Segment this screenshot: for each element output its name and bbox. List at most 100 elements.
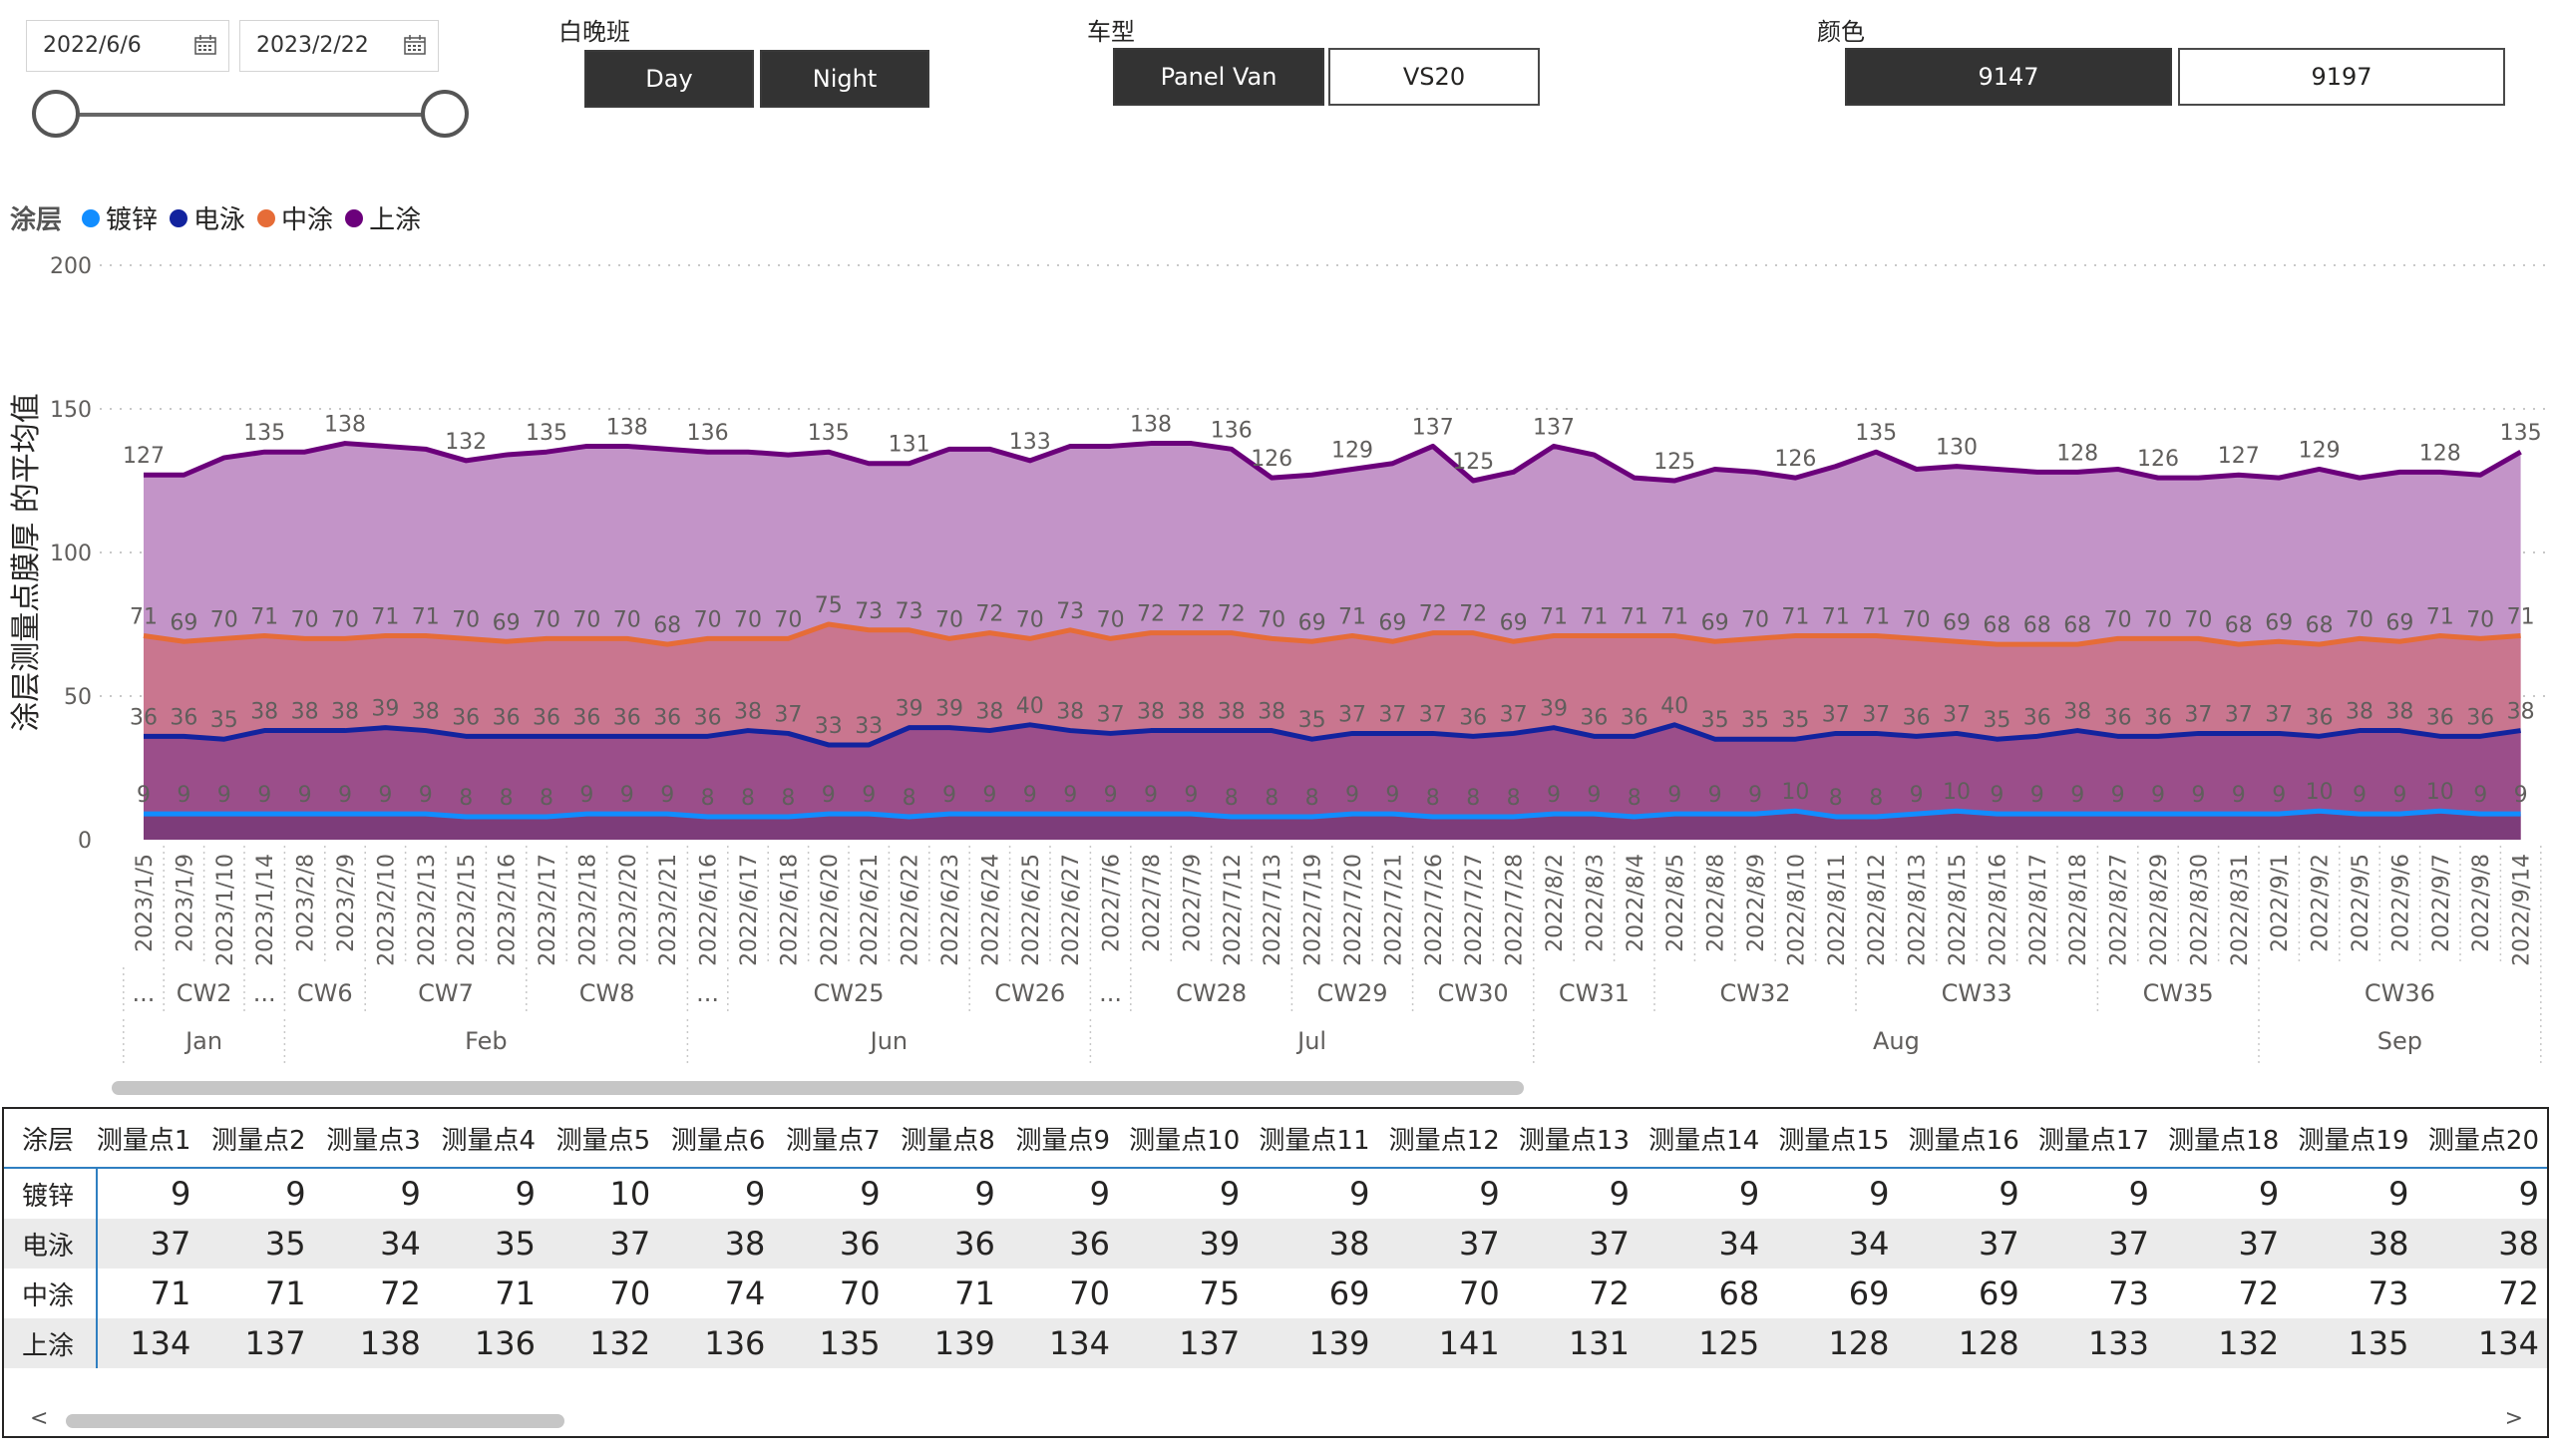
data-label: 133	[1009, 430, 1051, 455]
scroll-left-arrow[interactable]: <	[30, 1406, 49, 1431]
data-label: 70	[1903, 607, 1931, 632]
column-header[interactable]: 测量点7	[786, 1125, 881, 1156]
data-label: 8	[540, 786, 553, 811]
week-label: CW26	[994, 979, 1065, 1007]
end-date-input[interactable]: 2023/2/22	[239, 20, 439, 72]
legend-item-zinc[interactable]: 镀锌	[106, 205, 159, 235]
column-header[interactable]: 测量点2	[211, 1125, 306, 1156]
x-tick-label: 2022/8/16	[1986, 854, 2010, 966]
table-cell: 9	[860, 1175, 881, 1213]
column-header[interactable]: 测量点19	[2298, 1125, 2409, 1156]
table-cell: 70	[609, 1274, 651, 1312]
chart-horizontal-scrollbar[interactable]	[112, 1081, 1524, 1095]
column-header[interactable]: 测量点9	[1015, 1125, 1111, 1156]
column-header[interactable]: 测量点14	[1648, 1125, 1760, 1156]
x-tick-label: 2023/2/15	[455, 854, 480, 966]
data-label: 73	[855, 599, 883, 624]
table-cell: 72	[2238, 1274, 2280, 1312]
data-label: 72	[1137, 602, 1165, 627]
data-label: 135	[2500, 421, 2542, 446]
column-header[interactable]: 测量点11	[1259, 1125, 1370, 1156]
column-header[interactable]: 测量点16	[1908, 1125, 2019, 1156]
column-header[interactable]: 测量点3	[326, 1125, 421, 1156]
color-9147-button[interactable]: 9147	[1845, 48, 2172, 106]
x-tick-label: 2023/2/8	[294, 854, 319, 952]
start-date-input[interactable]: 2022/6/6	[26, 20, 229, 72]
data-label: 36	[2144, 705, 2172, 730]
legend-title: 涂层	[10, 205, 63, 235]
table-cell: 36	[1002, 1219, 1119, 1269]
data-label: 9	[217, 783, 231, 808]
model-vs20-button[interactable]: VS20	[1328, 48, 1540, 106]
data-label: 9	[982, 783, 996, 808]
shift-day-button[interactable]: Day	[584, 50, 754, 108]
data-label: 38	[412, 700, 440, 725]
column-header[interactable]: 测量点1	[96, 1125, 191, 1156]
data-label: 68	[2306, 613, 2334, 638]
data-label: 70	[572, 607, 600, 632]
table-cell: 73	[2108, 1274, 2150, 1312]
table-cell: 137	[198, 1318, 314, 1368]
x-tick-label: 2023/2/20	[616, 854, 641, 966]
calendar-icon[interactable]	[194, 35, 216, 55]
data-label: 8	[1869, 786, 1883, 811]
data-label: 35	[1781, 708, 1809, 733]
legend-item-primer[interactable]: 中涂	[281, 205, 334, 235]
table-cell: 37	[1507, 1219, 1639, 1269]
data-label: 8	[500, 786, 514, 811]
data-label: 128	[2056, 441, 2098, 466]
month-label: Sep	[2377, 1027, 2422, 1055]
model-panel-van-button[interactable]: Panel Van	[1113, 48, 1324, 106]
column-header[interactable]: 测量点4	[441, 1125, 536, 1156]
legend-item-ecoat[interactable]: 电泳	[193, 205, 246, 235]
table-cell: 35	[428, 1219, 544, 1269]
data-label: 36	[653, 705, 681, 730]
row-header: 镀锌	[4, 1168, 98, 1219]
scroll-right-arrow[interactable]: >	[2504, 1406, 2523, 1431]
x-tick-label: 2022/8/11	[1825, 854, 1850, 966]
data-label: 9	[2272, 783, 2286, 808]
column-header[interactable]: 测量点5	[555, 1125, 651, 1156]
column-header[interactable]: 测量点17	[2037, 1125, 2150, 1156]
data-label: 71	[130, 605, 158, 630]
x-tick-label: 2022/8/18	[2066, 854, 2091, 966]
table-cell: 70	[839, 1274, 881, 1312]
color-9197-button[interactable]: 9197	[2178, 48, 2505, 106]
data-label: 38	[2346, 700, 2373, 725]
week-label: CW35	[2143, 979, 2214, 1007]
data-label: 71	[1862, 605, 1890, 630]
table-scroll-thumb[interactable]	[66, 1414, 564, 1428]
table-corner-header: 涂层	[22, 1125, 75, 1156]
date-slider-start-handle[interactable]	[32, 90, 80, 138]
x-tick-label: 2022/7/26	[1422, 854, 1447, 966]
data-label: 8	[1628, 786, 1641, 811]
data-label: 70	[533, 607, 560, 632]
column-header[interactable]: 测量点8	[901, 1125, 995, 1156]
x-tick-label: 2022/9/2	[2309, 854, 2334, 952]
data-label: 137	[1533, 415, 1575, 440]
data-label: 135	[526, 421, 567, 446]
table-horizontal-scrollbar[interactable]: < >	[30, 1406, 2523, 1431]
column-header[interactable]: 测量点6	[670, 1125, 766, 1156]
date-slider-end-handle[interactable]	[421, 90, 469, 138]
data-label: 9	[2232, 783, 2246, 808]
table-row: 中涂 71 71 72 71 70 74 70 71 70 75 69 70 72 68 69 69 73 72 73…	[4, 1269, 2547, 1318]
data-label: 70	[1741, 607, 1769, 632]
data-label: 8	[903, 786, 916, 811]
column-header[interactable]: 测量点15	[1778, 1125, 1890, 1156]
shift-night-button[interactable]: Night	[760, 50, 929, 108]
column-header[interactable]: 测量点18	[2168, 1125, 2280, 1156]
column-header[interactable]: 测量点13	[1518, 1125, 1631, 1156]
data-label: 72	[1177, 602, 1205, 627]
column-header[interactable]: 测量点10	[1129, 1125, 1241, 1156]
column-header[interactable]: 测量点12	[1388, 1125, 1500, 1156]
data-label: 9	[1104, 783, 1118, 808]
date-slider-track[interactable]	[56, 113, 445, 117]
coating-thickness-area-chart[interactable]: 0 50 100 150 200 涂层测量点膜厚 的平均值 9 9 9 9 9 9 9 9 8 8 8 9 9 9 8 8…	[0, 239, 2553, 1077]
column-header[interactable]: 测量点20	[2427, 1125, 2539, 1156]
legend-item-topcoat[interactable]: 上涂	[369, 205, 422, 235]
x-tick-label: 2022/6/22	[899, 854, 923, 966]
table-cell: 135	[773, 1318, 889, 1368]
table-cell: 37	[96, 1219, 199, 1269]
calendar-icon[interactable]	[404, 35, 426, 55]
